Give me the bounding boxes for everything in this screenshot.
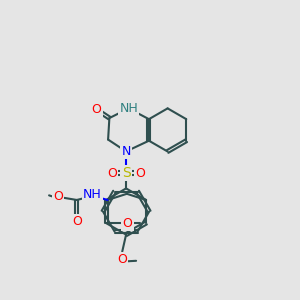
Text: S: S [122,166,130,180]
Text: O: O [53,190,63,202]
Text: O: O [72,215,82,228]
Text: O: O [117,253,127,266]
Text: O: O [123,217,133,230]
Text: NH: NH [83,188,102,201]
Text: O: O [107,167,117,179]
Text: NH: NH [119,102,138,115]
Text: O: O [135,167,145,179]
Text: O: O [92,103,101,116]
Text: N: N [122,145,131,158]
